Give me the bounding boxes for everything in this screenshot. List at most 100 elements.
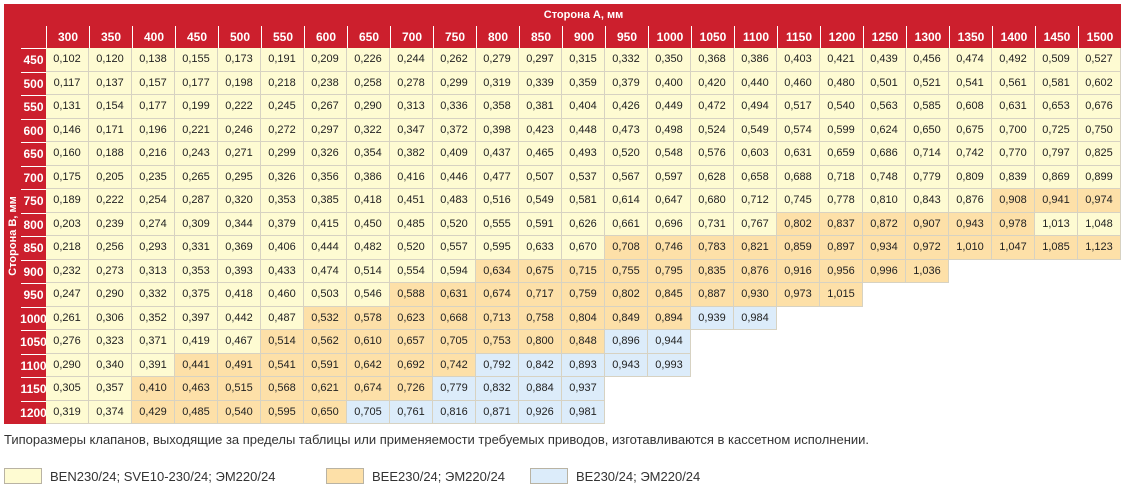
table-cell: 0,549 <box>519 189 562 213</box>
table-cell: 0,647 <box>648 189 691 213</box>
table-cell: 0,226 <box>347 48 390 72</box>
table-cell: 0,521 <box>906 71 949 95</box>
table-cell: 0,358 <box>476 95 519 119</box>
table-cell: 0,705 <box>433 330 476 354</box>
table-cell: 0,483 <box>433 189 476 213</box>
table-cell: 0,418 <box>218 283 261 307</box>
table-cell: 0,674 <box>347 377 390 401</box>
table-cell: 0,188 <box>89 142 132 166</box>
legend-swatch-3 <box>530 468 568 484</box>
table-cell: 0,245 <box>261 95 304 119</box>
table-cell: 0,561 <box>992 71 1035 95</box>
table-cell: 0,726 <box>390 377 433 401</box>
table-cell: 0,674 <box>476 283 519 307</box>
table-cell: 0,524 <box>691 118 734 142</box>
table-cell: 0,397 <box>175 306 218 330</box>
table-cell: 0,658 <box>734 165 777 189</box>
side-a-header: Сторона А, мм <box>46 4 1121 26</box>
table-cell: 0,131 <box>46 95 89 119</box>
table-cell: 0,404 <box>562 95 605 119</box>
table-cell: 0,608 <box>949 95 992 119</box>
column-header: 950 <box>605 26 648 48</box>
table-cell: 0,956 <box>820 259 863 283</box>
table-cell: 0,273 <box>89 259 132 283</box>
table-cell: 0,837 <box>820 212 863 236</box>
table-cell: 0,872 <box>863 212 906 236</box>
column-header: 1350 <box>949 26 992 48</box>
table-cell: 0,297 <box>304 118 347 142</box>
table-cell: 0,420 <box>691 71 734 95</box>
table-cell: 0,446 <box>433 165 476 189</box>
legend-item-1: BEN230/24; SVE10-230/24; ЭМ220/24 <box>4 468 275 484</box>
table-cell: 0,595 <box>261 400 304 424</box>
table-cell: 0,261 <box>46 306 89 330</box>
table-cell: 0,650 <box>906 118 949 142</box>
table-cell: 0,894 <box>648 306 691 330</box>
table-cell: 0,299 <box>433 71 476 95</box>
column-header: 1150 <box>777 26 820 48</box>
column-header: 550 <box>261 26 304 48</box>
table-cell: 0,442 <box>218 306 261 330</box>
table-cell: 0,272 <box>261 118 304 142</box>
table-cell: 0,581 <box>562 189 605 213</box>
table-cell: 0,848 <box>562 330 605 354</box>
table-cell: 0,357 <box>89 377 132 401</box>
table-cell: 0,795 <box>648 259 691 283</box>
table-cell: 0,315 <box>562 48 605 72</box>
table-cell: 0,319 <box>46 400 89 424</box>
table-cell: 0,198 <box>218 71 261 95</box>
table-cell: 0,916 <box>777 259 820 283</box>
table-cell: 0,876 <box>949 189 992 213</box>
table-cell: 0,717 <box>519 283 562 307</box>
table-cell: 0,567 <box>605 165 648 189</box>
table-cell: 0,441 <box>175 353 218 377</box>
table-cell: 0,779 <box>906 165 949 189</box>
table-cell: 0,463 <box>175 377 218 401</box>
table-cell: 0,802 <box>605 283 648 307</box>
table-cell: 0,243 <box>175 142 218 166</box>
table-cell: 0,515 <box>218 377 261 401</box>
table-cell: 0,222 <box>218 95 261 119</box>
table-cell: 0,336 <box>433 95 476 119</box>
table-cell: 0,485 <box>390 212 433 236</box>
table-cell: 0,120 <box>89 48 132 72</box>
table-cell: 0,597 <box>648 165 691 189</box>
table-cell: 0,313 <box>390 95 433 119</box>
table-cell: 0,978 <box>992 212 1035 236</box>
table-cell: 0,460 <box>777 71 820 95</box>
table-cell: 0,279 <box>476 48 519 72</box>
column-header: 650 <box>347 26 390 48</box>
table-cell: 0,339 <box>519 71 562 95</box>
table-cell: 0,588 <box>390 283 433 307</box>
table-cell: 0,804 <box>562 306 605 330</box>
column-header: 1200 <box>820 26 863 48</box>
column-header: 350 <box>89 26 132 48</box>
table-cell: 0,507 <box>519 165 562 189</box>
table-cell: 0,295 <box>218 165 261 189</box>
table-cell: 0,657 <box>390 330 433 354</box>
table-cell: 0,258 <box>347 71 390 95</box>
column-header: 1450 <box>1035 26 1078 48</box>
table-cell: 0,686 <box>863 142 906 166</box>
table-cell: 0,563 <box>863 95 906 119</box>
table-cell: 0,456 <box>906 48 949 72</box>
table-cell: 0,614 <box>605 189 648 213</box>
table-cell: 0,753 <box>476 330 519 354</box>
side-b-header: Сторона В, мм <box>4 48 21 424</box>
table-cell: 0,675 <box>519 259 562 283</box>
table-cell: 0,323 <box>89 330 132 354</box>
table-cell: 0,981 <box>562 400 605 424</box>
table-cell: 0,196 <box>132 118 175 142</box>
table-cell: 1,123 <box>1078 236 1121 260</box>
table-cell: 0,467 <box>218 330 261 354</box>
table-cell: 0,450 <box>347 212 390 236</box>
table-cell: 0,939 <box>691 306 734 330</box>
table-cell: 0,548 <box>648 142 691 166</box>
table-cell: 0,271 <box>218 142 261 166</box>
legend-item-2: BEE230/24; ЭМ220/24 <box>326 468 505 484</box>
table-cell: 0,562 <box>304 330 347 354</box>
table-cell: 0,267 <box>304 95 347 119</box>
table-cell: 0,371 <box>132 330 175 354</box>
table-cell: 0,755 <box>605 259 648 283</box>
table-cell: 0,712 <box>734 189 777 213</box>
